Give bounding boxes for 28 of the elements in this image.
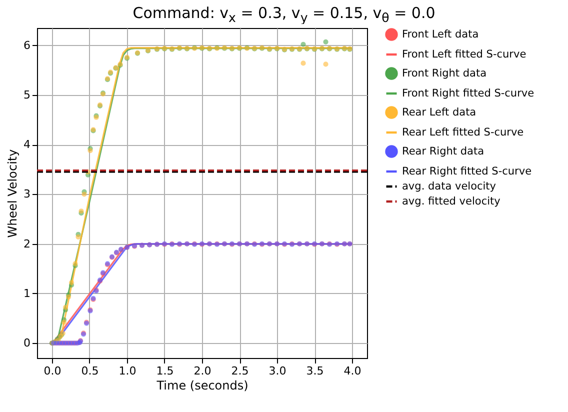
legend-label: Front Right data (402, 68, 487, 80)
y-axis-title: Wheel Velocity (6, 149, 20, 238)
legend-label: Front Right fitted S-curve (402, 88, 534, 100)
x-tick-label: 2.5 (231, 364, 249, 378)
x-tick-label: 0.5 (81, 364, 99, 378)
y-tick-label: 6 (24, 38, 30, 52)
x-tick-label: 1.5 (156, 364, 174, 378)
x-tick-label: 0.0 (44, 364, 62, 378)
legend-label: Rear Right fitted S-curve (402, 166, 532, 178)
y-tick-label: 4 (24, 138, 30, 152)
x-tick-label: 4.0 (344, 364, 362, 378)
legend-label: avg. fitted velocity (402, 196, 500, 208)
y-tick-label: 2 (24, 237, 30, 250)
legend-label: avg. data velocity (402, 180, 496, 192)
y-tick-label: 5 (24, 88, 30, 102)
x-axis-title: Time (seconds) (156, 378, 248, 392)
y-tick-label: 0 (24, 336, 30, 350)
x-tick-label: 3.5 (306, 364, 324, 378)
legend-label: Rear Left fitted S-curve (402, 126, 524, 138)
x-tick-label: 2.0 (194, 364, 212, 378)
legend-label: Front Left fitted S-curve (402, 48, 526, 60)
x-tick-label: 3.0 (268, 364, 286, 378)
legend-label: Front Left data (402, 28, 479, 40)
y-tick-label: 3 (24, 188, 30, 201)
x-tick-label: 1.0 (118, 364, 136, 378)
legend-label: Rear Right data (402, 146, 484, 158)
legend-label: Rear Left data (402, 106, 476, 118)
y-tick-label: 1 (24, 286, 30, 300)
